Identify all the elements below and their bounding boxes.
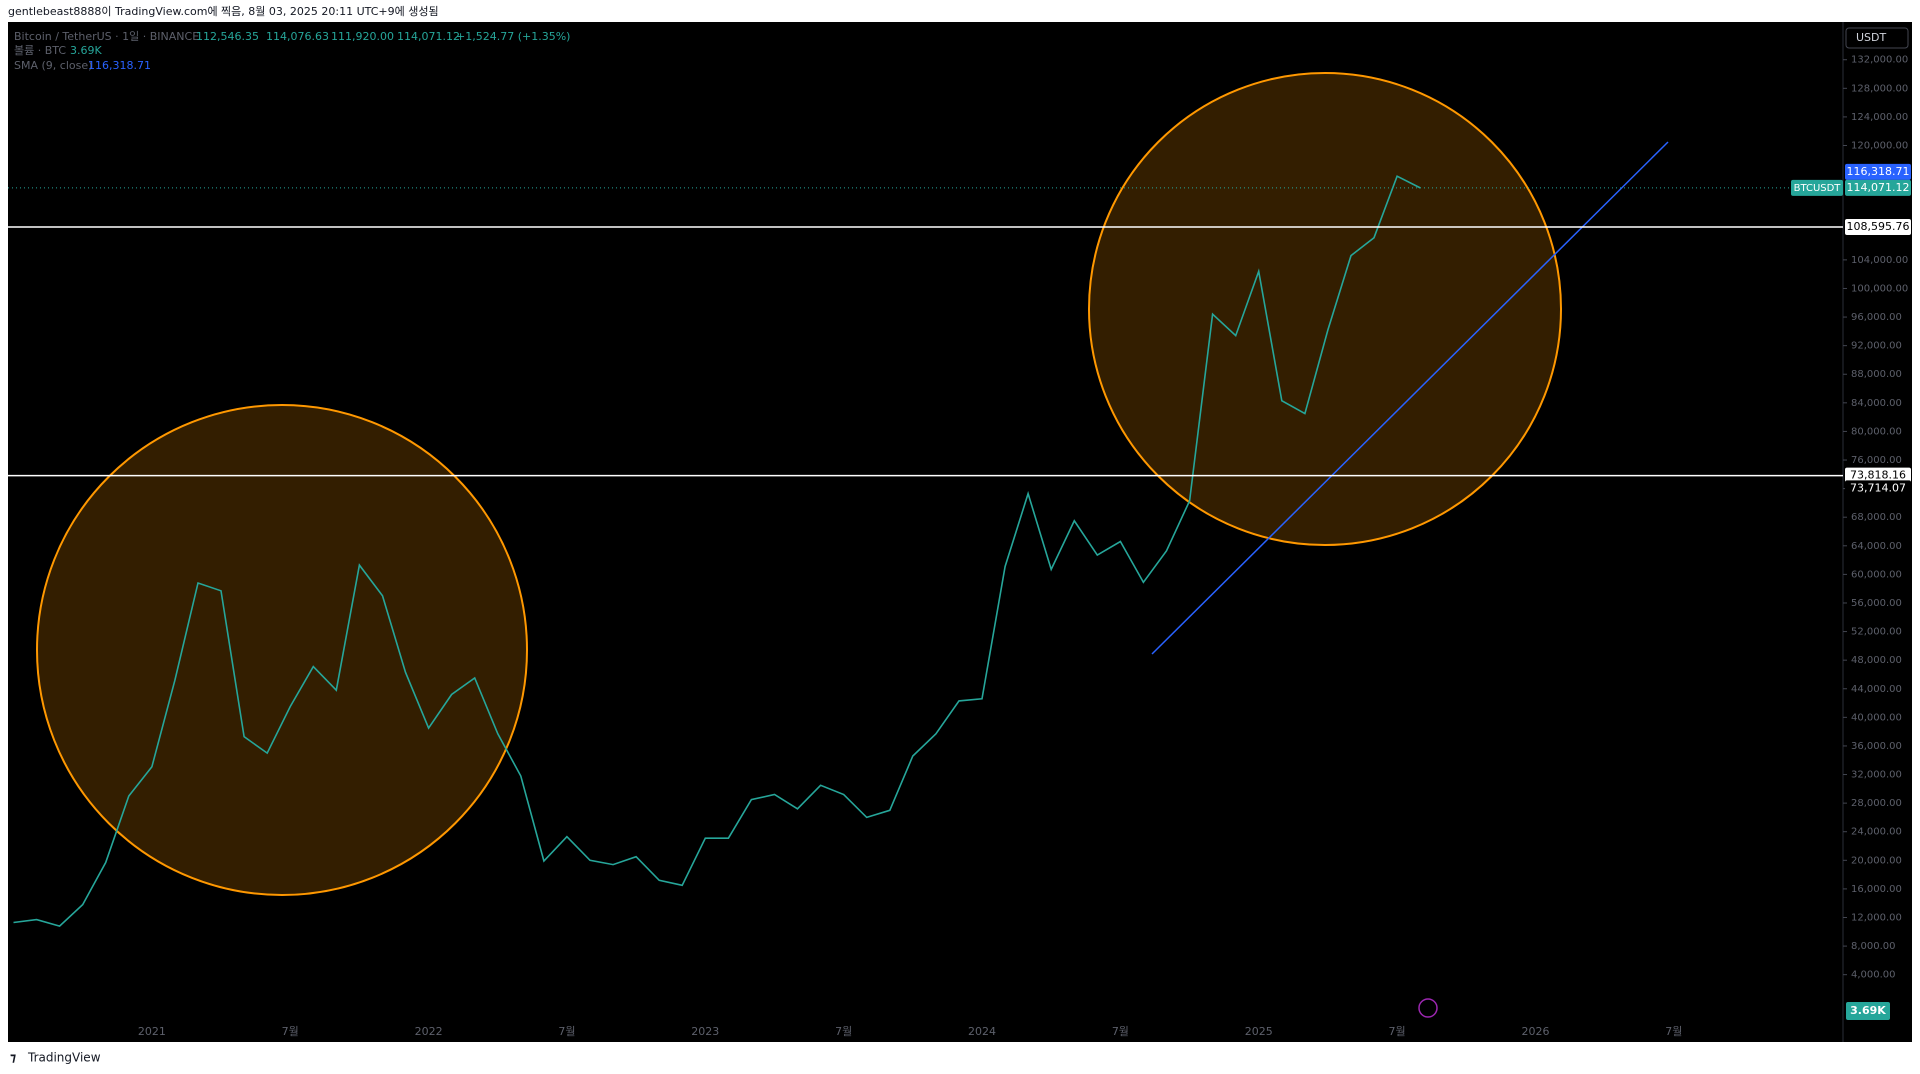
legend-volume-value: 3.69K [70,44,102,57]
y-tick-label: 100,000.00 [1851,283,1908,294]
y-tick-label: 132,000.00 [1851,55,1908,66]
y-tick-label: 76,000.00 [1851,455,1902,466]
y-tick-label: 56,000.00 [1851,598,1902,609]
y-tick-label: 60,000.00 [1851,569,1902,580]
y-tick-label: 32,000.00 [1851,770,1902,781]
y-tick-label: 64,000.00 [1851,541,1902,552]
x-tick-label: 2022 [415,1025,443,1038]
highlight-circle [36,404,528,896]
y-tick-label: 92,000.00 [1851,341,1902,352]
price-badge-label: 108,595.76 [1847,220,1910,233]
legend-sma-value: 116,318.71 [88,59,151,72]
y-tick-label: 120,000.00 [1851,141,1908,152]
y-tick-label: 4,000.00 [1851,970,1896,981]
footer-brand: TradingView [27,1051,101,1065]
last-price-label: 114,071.12 [1847,181,1910,194]
sma-badge-label: 116,318.71 [1847,165,1910,178]
y-tick-label: 96,000.00 [1851,312,1902,323]
price-line [13,175,1421,927]
y-tick-label: 48,000.00 [1851,655,1902,666]
x-tick-label: 7월 [835,1025,852,1038]
legend-open: 112,546.35 [196,30,259,43]
currency-label[interactable]: USDT [1856,31,1887,44]
price-badge-label: 73,714.07 [1850,481,1906,494]
legend-symbol: Bitcoin / TetherUS · 1일 · BINANCE [14,29,199,43]
legend-low: 111,920.00 [331,30,394,43]
y-tick-label: 20,000.00 [1851,855,1902,866]
y-tick-label: 104,000.00 [1851,255,1908,266]
y-tick-label: 68,000.00 [1851,512,1902,523]
header-bar [0,0,1920,22]
x-tick-label: 2023 [691,1025,719,1038]
y-tick-label: 52,000.00 [1851,627,1902,638]
y-tick-label: 28,000.00 [1851,798,1902,809]
chart-area [8,22,1912,1042]
volume-badge [1846,1002,1890,1020]
y-tick-label: 124,000.00 [1851,112,1908,123]
x-tick-label: 7월 [282,1025,299,1038]
x-tick-label: 7월 [1665,1025,1682,1038]
price-badge [1845,219,1911,236]
price-badge [1845,480,1911,497]
symbol-label: BTCUSDT [1794,183,1842,194]
y-tick-label: 84,000.00 [1851,398,1902,409]
y-tick-label: 40,000.00 [1851,712,1902,723]
x-tick-label: 2021 [138,1025,166,1038]
sma-badge [1845,163,1911,180]
legend-high: 114,076.63 [266,30,329,43]
footer-bar [0,1042,1920,1074]
highlight-circle [1088,72,1562,546]
price-badge-label: 73,818.16 [1850,469,1906,482]
y-tick-label: 88,000.00 [1851,369,1902,380]
legend-volume-name: 볼륨 · BTC [14,44,66,57]
event-icon[interactable] [1418,998,1438,1018]
x-tick-label: 2026 [1521,1025,1549,1038]
price-badge [1845,467,1911,484]
x-tick-label: 7월 [1112,1025,1129,1038]
y-tick-label: 24,000.00 [1851,827,1902,838]
x-tick-label: 7월 [558,1025,575,1038]
y-tick-label: 44,000.00 [1851,684,1902,695]
caption: gentlebeast8888이 TradingView.com에 찍음, 8월… [8,5,439,18]
symbol-badge [1791,179,1843,196]
legend-sma-name: SMA (9, close) [14,59,92,72]
x-tick-label: 2025 [1245,1025,1273,1038]
footer-logo: ⁊ [10,1051,16,1065]
y-tick-label: 12,000.00 [1851,912,1902,923]
y-tick-label: 80,000.00 [1851,426,1902,437]
volume-badge-label: 3.69K [1850,1004,1886,1017]
y-tick-label: 128,000.00 [1851,83,1908,94]
legend-change: +1,524.77 (+1.35%) [456,30,570,43]
x-tick-label: 2024 [968,1025,996,1038]
x-tick-label: 7월 [1389,1025,1406,1038]
currency-button[interactable] [1845,27,1909,49]
y-tick-label: 16,000.00 [1851,884,1902,895]
y-tick-label: 36,000.00 [1851,741,1902,752]
legend-close: 114,071.12 [397,30,460,43]
last-price-badge [1845,179,1911,196]
y-tick-label: 8,000.00 [1851,941,1896,952]
